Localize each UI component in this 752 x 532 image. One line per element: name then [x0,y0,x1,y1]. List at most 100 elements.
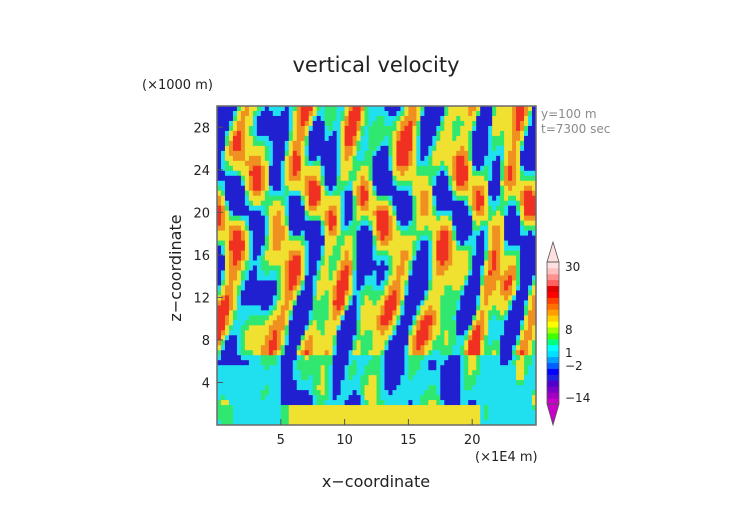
field-cell [356,330,362,336]
field-cell [288,280,294,287]
field-cell [268,225,274,232]
field-cell [460,300,465,306]
field-cell [492,295,497,301]
field-cell [304,315,310,321]
field-cell [484,175,489,182]
field-cell [312,390,318,396]
field-cell [280,225,286,232]
field-cell [480,340,485,346]
field-cell [416,130,421,137]
field-cell [336,325,342,331]
field-cell [252,200,258,207]
field-cell [384,235,390,242]
field-cell [220,380,226,386]
field-cell [396,375,402,381]
field-cell [340,130,346,137]
field-cell [432,225,437,232]
field-cell [340,175,346,182]
field-cell [300,130,306,137]
field-cell [224,255,230,262]
field-cell [284,395,290,401]
field-cell [492,410,497,416]
field-cell [328,395,334,401]
field-cell [436,315,441,321]
field-cell [384,195,390,202]
field-cell [268,405,274,411]
field-cell [236,295,242,301]
field-cell [444,340,449,346]
field-cell [400,260,406,267]
field-cell [336,285,342,292]
field-cell [217,360,222,366]
field-cell [364,140,370,147]
field-cell [356,295,362,301]
field-cell [220,405,226,411]
field-cell [232,135,238,142]
field-cell [312,150,318,157]
field-cell [252,190,258,197]
field-cell [460,205,465,212]
field-cell [332,310,338,316]
field-cell [324,325,330,331]
field-cell [217,310,222,316]
field-cell [480,310,485,316]
field-cell [412,110,417,117]
field-cell [416,270,421,277]
field-cell [300,280,306,287]
field-cell [384,290,390,296]
field-cell [524,390,529,396]
field-cell [320,145,326,152]
field-cell [248,220,254,227]
field-cell [516,160,521,167]
field-cell [388,385,394,391]
field-cell [244,220,250,227]
field-cell [492,170,497,177]
field-cell [440,350,445,356]
field-cell [468,200,473,207]
field-cell [496,400,501,406]
field-cell [240,270,246,277]
field-cell [524,165,529,172]
field-cell [424,170,429,177]
field-cell [400,400,406,406]
field-cell [516,110,521,117]
field-cell [476,150,481,157]
field-cell [288,110,294,117]
field-cell [372,360,378,366]
field-cell [392,325,398,331]
field-cell [420,340,425,346]
field-cell [284,150,290,157]
field-cell [492,165,497,172]
field-cell [232,335,238,341]
field-cell [456,410,461,416]
field-cell [300,260,306,267]
field-cell [272,120,278,127]
field-cell [320,395,326,401]
field-cell [332,160,338,167]
field-cell [428,165,433,172]
field-cell [532,305,536,311]
field-cell [392,370,398,376]
field-cell [224,355,230,361]
field-cell [500,315,505,321]
field-cell [504,135,509,142]
field-cell [244,125,250,132]
field-cell [444,245,449,252]
field-cell [244,380,250,386]
field-cell [512,385,517,391]
field-cell [268,355,274,361]
field-cell [324,215,330,222]
field-cell [488,110,493,117]
field-cell [400,215,406,222]
field-cell [217,365,222,371]
field-cell [408,200,413,207]
field-cell [484,355,489,361]
field-cell [364,215,370,222]
field-cell [324,165,330,172]
field-cell [528,375,533,381]
field-cell [412,135,417,142]
field-cell [476,120,481,127]
field-cell [316,195,322,202]
field-cell [296,285,302,292]
field-cell [444,150,449,157]
